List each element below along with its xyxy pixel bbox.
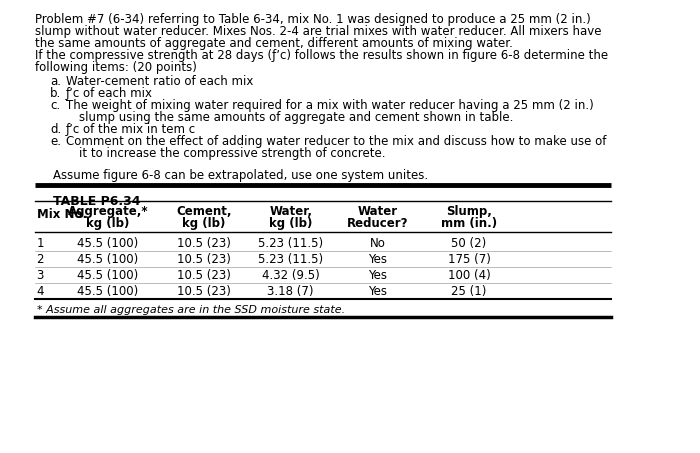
Text: d.: d. [50,123,62,136]
Text: 10.5 (23): 10.5 (23) [177,285,231,298]
Text: Cement,: Cement, [176,205,232,218]
Text: kg (lb): kg (lb) [269,217,312,230]
Text: 45.5 (100): 45.5 (100) [77,285,139,298]
Text: 10.5 (23): 10.5 (23) [177,237,231,250]
Text: mm (in.): mm (in.) [441,217,497,230]
Text: Yes: Yes [368,269,387,282]
Text: Water,: Water, [270,205,312,218]
Text: Yes: Yes [368,253,387,266]
Text: 5.23 (11.5): 5.23 (11.5) [258,253,323,266]
Text: 25 (1): 25 (1) [452,285,486,298]
Text: 3.18 (7): 3.18 (7) [267,285,314,298]
Text: Slump,: Slump, [446,205,492,218]
Text: 175 (7): 175 (7) [447,253,491,266]
Text: Aggregate,*: Aggregate,* [68,205,148,218]
Text: ƒʼc of the mix in tem c: ƒʼc of the mix in tem c [66,123,196,136]
Text: slump without water reducer. Mixes Nos. 2-4 are trial mixes with water reducer. : slump without water reducer. Mixes Nos. … [35,25,601,38]
Text: e.: e. [50,135,62,148]
Text: 45.5 (100): 45.5 (100) [77,269,139,282]
Text: 3: 3 [36,269,44,282]
Text: 2: 2 [36,253,44,266]
Text: kg (lb): kg (lb) [86,217,130,230]
Text: Assume figure 6-8 can be extrapolated, use one system unites.: Assume figure 6-8 can be extrapolated, u… [53,169,428,182]
Text: 10.5 (23): 10.5 (23) [177,253,231,266]
Text: 10.5 (23): 10.5 (23) [177,269,231,282]
Text: 45.5 (100): 45.5 (100) [77,237,139,250]
Text: 4.32 (9.5): 4.32 (9.5) [262,269,320,282]
Text: 4: 4 [36,285,44,298]
Text: Water-cement ratio of each mix: Water-cement ratio of each mix [66,75,253,88]
Text: kg (lb): kg (lb) [182,217,225,230]
Text: * Assume all aggregates are in the SSD moisture state.: * Assume all aggregates are in the SSD m… [36,305,344,315]
Text: The weight of mixing water required for a mix with water reducer having a 25 mm : The weight of mixing water required for … [66,99,594,112]
Text: ƒʼc of each mix: ƒʼc of each mix [66,87,153,100]
Text: Water: Water [358,205,398,218]
Text: Comment on the effect of adding water reducer to the mix and discuss how to make: Comment on the effect of adding water re… [66,135,606,148]
Text: 1: 1 [36,237,44,250]
Text: TABLE P6.34: TABLE P6.34 [53,195,141,208]
Text: Mix No.: Mix No. [36,208,87,221]
Text: the same amounts of aggregate and cement, different amounts of mixing water.: the same amounts of aggregate and cement… [35,37,512,50]
Text: a.: a. [50,75,62,88]
Text: slump using the same amounts of aggregate and cement shown in table.: slump using the same amounts of aggregat… [78,111,513,124]
Text: Problem #7 (6-34) referring to Table 6-34, mix No. 1 was designed to produce a 2: Problem #7 (6-34) referring to Table 6-3… [35,13,591,26]
Text: following items: (20 points): following items: (20 points) [35,61,197,74]
Text: 50 (2): 50 (2) [452,237,486,250]
Text: No: No [370,237,386,250]
Text: b.: b. [50,87,62,100]
Text: it to increase the compressive strength of concrete.: it to increase the compressive strength … [78,147,385,160]
Text: 5.23 (11.5): 5.23 (11.5) [258,237,323,250]
Text: Yes: Yes [368,285,387,298]
Text: Reducer?: Reducer? [346,217,408,230]
Text: 100 (4): 100 (4) [447,269,490,282]
Text: 45.5 (100): 45.5 (100) [77,253,139,266]
Text: c.: c. [50,99,60,112]
Text: If the compressive strength at 28 days (ƒʼc) follows the results shown in figure: If the compressive strength at 28 days (… [35,49,608,62]
